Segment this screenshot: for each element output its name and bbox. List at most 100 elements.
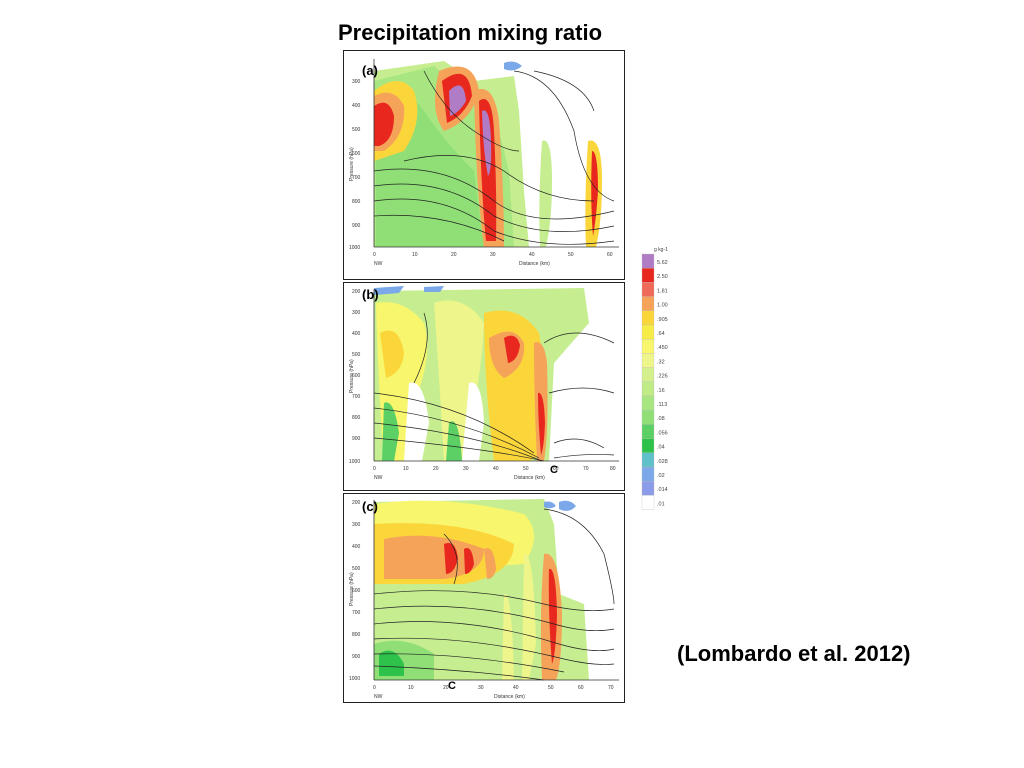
panel-a-ytick: 700 [352, 175, 361, 181]
panel-b-xtick: 30 [463, 466, 469, 472]
colorbar-label: .16 [657, 388, 665, 394]
colorbar-swatch [641, 296, 655, 311]
colorbar-swatch [641, 495, 655, 510]
cross-section-panel-b: 200 300 400 500 600 700 800 900 1000 0 1… [343, 282, 625, 491]
colorbar-label: .014 [657, 487, 668, 493]
panel-a-ytick: 500 [352, 127, 361, 133]
panel-a-xtick: 40 [529, 252, 535, 258]
panel-b-xtick: 20 [433, 466, 439, 472]
colorbar-swatch [641, 310, 655, 326]
colorbar-swatch [641, 268, 655, 283]
panel-c-ylabel: Pressure (hPa) [349, 572, 355, 606]
colorbar-swatch [641, 410, 655, 425]
panel-b-xtick: 70 [583, 466, 589, 472]
panel-c-ytick: 600 [352, 588, 361, 594]
panel-b-label: (b) [362, 287, 379, 302]
colorbar-swatch [641, 395, 655, 411]
colorbar-label: .02 [657, 473, 665, 479]
colorbar-swatch [641, 424, 655, 439]
colorbar-swatch [641, 253, 655, 269]
colorbar-label: .113 [657, 402, 667, 408]
colorbar-label: .32 [657, 359, 665, 365]
slide-title: Precipitation mixing ratio [337, 20, 603, 45]
colorbar-label: 1.81 [657, 288, 668, 294]
colorbar-label: .056 [657, 430, 668, 436]
panel-a-nw-label: NW [374, 261, 383, 267]
panel-b-xtick: 40 [493, 466, 499, 472]
panel-c-xtick: 30 [478, 685, 484, 691]
panel-a-xtick: 50 [568, 252, 574, 258]
colorbar-swatch [641, 481, 655, 496]
colorbar-swatch [641, 353, 655, 368]
panel-b-xtick: 50 [523, 466, 529, 472]
panel-a-ytick: 900 [352, 223, 361, 229]
panel-c-xlabel: Distance (km) [494, 694, 525, 700]
panel-c-xtick: 60 [578, 685, 584, 691]
colorbar-swatches: 5.62 2.50 1.81 1.00 .905 .64 .450 .32 .226 .16 .11… [641, 253, 668, 510]
colorbar-swatch [641, 324, 655, 340]
panel-c-plot: 200 300 400 500 600 700 800 900 1000 0 1… [349, 499, 619, 700]
colorbar-label: .64 [657, 331, 665, 337]
panel-b-xtick: 80 [610, 466, 616, 472]
panel-c-ytick: 700 [352, 610, 361, 616]
colorbar-legend: g kg-1 5.62 2.50 1.81 1.00 .905 .64 .450 .32 .22… [640, 244, 684, 514]
panel-b-nw-label: NW [374, 475, 383, 481]
panel-c-nw-label: NW [374, 694, 383, 700]
panel-a-ytick: 600 [352, 151, 361, 157]
panel-b-ytick: 900 [352, 436, 361, 442]
panel-c-xtick: 50 [548, 685, 554, 691]
panel-c-xtick: 10 [408, 685, 414, 691]
colorbar-swatch [641, 381, 655, 397]
panel-a-xlabel: Distance (km) [519, 261, 550, 267]
panel-a-xtick: 0 [373, 252, 376, 258]
colorbar-label: .04 [657, 445, 665, 451]
panel-a-xtick: 60 [607, 252, 613, 258]
panel-a-ytick: 1000 [349, 245, 360, 251]
cross-section-panel-a: 300 400 500 600 700 800 900 1000 0 10 20… [343, 50, 625, 280]
panel-b-ytick: 700 [352, 394, 361, 400]
panel-b-xtick: 10 [403, 466, 409, 472]
citation-text: (Lombardo et al. 2012) [677, 641, 911, 666]
panel-c-ytick: 800 [352, 632, 361, 638]
panel-a-plot: 300 400 500 600 700 800 900 1000 0 10 20… [349, 59, 619, 267]
panel-c-ytick: 200 [352, 500, 361, 506]
colorbar-swatch [641, 466, 655, 482]
panel-a-xtick: 30 [490, 252, 496, 258]
cross-section-panel-c: 200 300 400 500 600 700 800 900 1000 0 1… [343, 493, 625, 703]
panel-c-xtick: 70 [608, 685, 614, 691]
colorbar-label: .226 [657, 374, 668, 380]
panel-c-marker: C [448, 680, 456, 692]
panel-b-ytick: 400 [352, 331, 361, 337]
panel-b-xtick: 0 [373, 466, 376, 472]
colorbar-label: 1.00 [657, 303, 668, 309]
colorbar-label: .028 [657, 459, 668, 465]
panel-b-ytick: 800 [352, 415, 361, 421]
panel-c-ytick: 300 [352, 522, 361, 528]
colorbar-unit: g kg-1 [654, 247, 668, 253]
panel-c-ytick: 400 [352, 544, 361, 550]
panel-c-ytick: 900 [352, 654, 361, 660]
panel-a-label: (a) [362, 63, 378, 78]
panel-b-ytick: 200 [352, 289, 361, 295]
panel-b-xlabel: Distance (km) [514, 475, 545, 481]
colorbar-label: .450 [657, 345, 668, 351]
panel-a-ytick: 400 [352, 103, 361, 109]
panel-b-marker: C [550, 464, 558, 476]
colorbar-swatch [641, 438, 655, 453]
panel-a-ytick: 800 [352, 199, 361, 205]
panel-a-xtick: 10 [412, 252, 418, 258]
colorbar-label: 2.50 [657, 274, 668, 280]
colorbar-label: .01 [657, 501, 665, 507]
panel-a-ylabel: Pressure (hPa) [349, 147, 355, 181]
panel-b-ylabel: Pressure (hPa) [349, 359, 355, 393]
colorbar-label: .08 [657, 416, 665, 422]
colorbar-swatch [641, 339, 655, 354]
colorbar-swatch [641, 452, 655, 468]
panel-b-ytick: 500 [352, 352, 361, 358]
panel-c-xtick: 0 [373, 685, 376, 691]
panel-a-ytick: 300 [352, 79, 361, 85]
panel-c-label: (c) [362, 499, 378, 514]
colorbar-label: 5.62 [657, 260, 668, 266]
panel-c-xtick: 40 [513, 685, 519, 691]
colorbar-label: .905 [657, 317, 668, 323]
